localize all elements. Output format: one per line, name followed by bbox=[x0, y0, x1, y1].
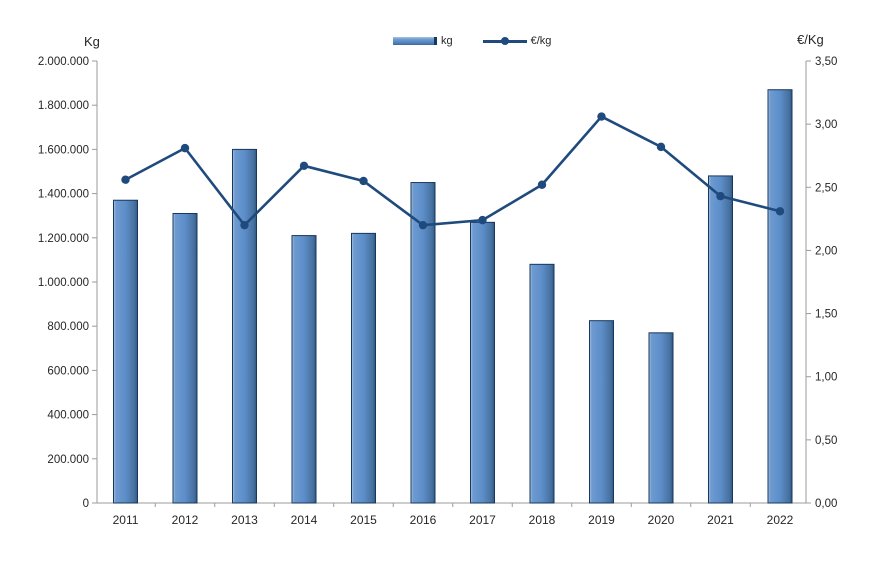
bar-2013 bbox=[232, 148, 257, 504]
right-axis-tick-label: 0,50 bbox=[815, 435, 837, 447]
price-point-2016 bbox=[418, 220, 428, 230]
legend-entry-kg: kg bbox=[393, 35, 453, 47]
x-axis-label-2021: 2021 bbox=[707, 513, 734, 527]
bar-2018 bbox=[529, 263, 555, 504]
bar-series-kg bbox=[113, 89, 793, 504]
right-axis-tick-label: 1,50 bbox=[815, 309, 837, 321]
left-axis-tick-label: 1.400.000 bbox=[38, 189, 89, 201]
price-point-2013 bbox=[240, 220, 249, 230]
x-axis-label-2018: 2018 bbox=[529, 513, 556, 527]
line-marker-icon bbox=[482, 36, 527, 46]
bar-2012 bbox=[172, 212, 198, 504]
left-axis-tick-label: 1.000.000 bbox=[38, 277, 89, 289]
bar-2021 bbox=[708, 175, 733, 504]
left-axis-tick-label: 1.800.000 bbox=[38, 100, 89, 112]
x-axis-label-2011: 2011 bbox=[113, 513, 139, 527]
x-axis-label-2017: 2017 bbox=[469, 513, 496, 527]
price-line bbox=[124, 115, 782, 227]
right-axis-tick-label: 2,50 bbox=[815, 182, 837, 194]
price-point-2012 bbox=[180, 143, 190, 153]
bar-2015 bbox=[351, 232, 376, 504]
price-point-2018 bbox=[537, 180, 547, 189]
left-axis-tick-label: 1.200.000 bbox=[38, 233, 89, 245]
x-axis-label-2016: 2016 bbox=[410, 513, 437, 527]
price-point-2011 bbox=[121, 175, 130, 184]
x-axis-label-2020: 2020 bbox=[648, 513, 675, 527]
price-point-2014 bbox=[299, 161, 309, 171]
bar-2014 bbox=[291, 235, 317, 504]
bar-2017 bbox=[470, 221, 495, 504]
bar-2019 bbox=[589, 320, 614, 504]
price-point-2021 bbox=[716, 191, 725, 201]
price-point-2017 bbox=[478, 215, 487, 225]
left-axis-title: Kg bbox=[84, 34, 100, 49]
bar-2020 bbox=[648, 332, 674, 504]
price-point-2022 bbox=[775, 207, 785, 216]
right-axis-tick-label: 3,00 bbox=[815, 119, 837, 131]
left-axis-tick-label: 800.000 bbox=[47, 321, 89, 333]
bar-2022 bbox=[767, 89, 793, 504]
right-axis-tick-label: 2,00 bbox=[815, 245, 837, 257]
line-series-price bbox=[121, 112, 785, 230]
left-axis-tick-label: 2.000.000 bbox=[38, 56, 89, 68]
left-axis-tick-label: 0 bbox=[83, 498, 89, 510]
x-axis-label-2012: 2012 bbox=[172, 513, 199, 527]
x-axis-label-2014: 2014 bbox=[291, 513, 318, 527]
left-axis-tick-label: 1.600.000 bbox=[38, 144, 89, 156]
x-axis-label-2015: 2015 bbox=[350, 513, 377, 527]
left-axis-tick-label: 200.000 bbox=[47, 454, 89, 466]
legend-label-price: €/kg bbox=[530, 35, 552, 47]
bar-2011 bbox=[113, 199, 138, 504]
legend-label-kg: kg bbox=[441, 35, 453, 47]
price-point-2015 bbox=[359, 176, 368, 186]
x-axis-label-2019: 2019 bbox=[588, 513, 615, 527]
right-axis-tick-label: 1,00 bbox=[815, 372, 837, 384]
right-axis-tick-label: 0,00 bbox=[815, 498, 837, 510]
bar-swatch-icon bbox=[393, 37, 437, 45]
left-axis-tick-label: 600.000 bbox=[47, 365, 89, 377]
axis-tick-labels: 0 200.000 400.000 600.000 800.000 1.000.000 1.… bbox=[38, 56, 838, 527]
x-axis-label-2022: 2022 bbox=[767, 513, 794, 527]
price-point-2020 bbox=[656, 142, 666, 152]
right-axis-title: €/Kg bbox=[797, 32, 824, 47]
right-axis-tick-label: 3,50 bbox=[815, 56, 837, 68]
axes bbox=[92, 60, 811, 507]
left-axis-tick-label: 400.000 bbox=[47, 410, 89, 422]
legend-entry-price: €/kg bbox=[482, 35, 552, 47]
price-point-2019 bbox=[597, 112, 606, 121]
x-axis-label-2013: 2013 bbox=[231, 513, 258, 527]
bar-2016 bbox=[410, 182, 436, 504]
chart-legend: kg €/kg bbox=[393, 35, 551, 47]
